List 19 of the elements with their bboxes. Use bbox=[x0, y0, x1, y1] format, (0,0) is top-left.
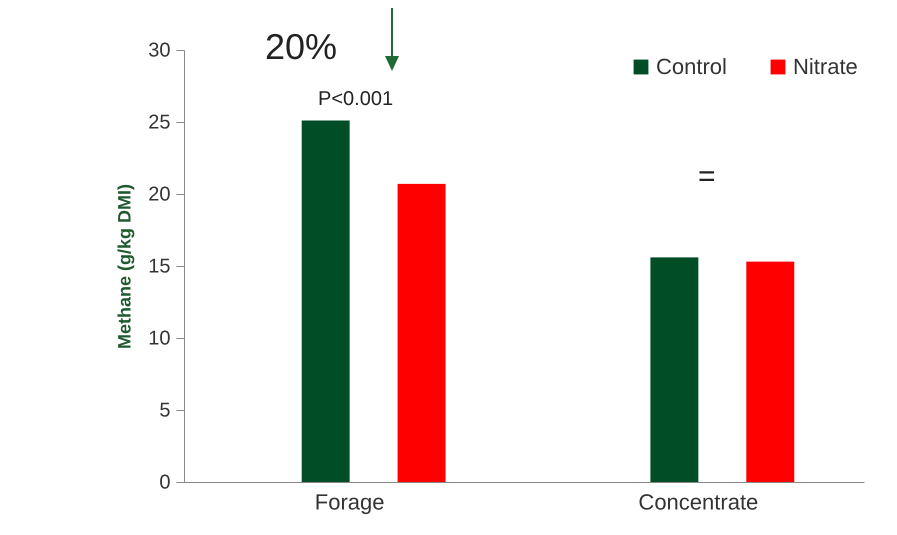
bar bbox=[746, 262, 794, 482]
y-axis-title: Methane (g/kg DMI) bbox=[114, 184, 134, 349]
annotation: = bbox=[698, 160, 716, 194]
x-tick-label: Forage bbox=[314, 490, 384, 514]
bar bbox=[650, 257, 698, 482]
y-tick-label: 10 bbox=[148, 328, 170, 350]
y-tick-label: 20 bbox=[148, 184, 170, 206]
legend-label: Nitrate bbox=[793, 54, 858, 79]
annotation: P<0.001 bbox=[318, 88, 394, 111]
y-tick-label: 30 bbox=[148, 40, 170, 62]
x-tick-label: Concentrate bbox=[638, 490, 758, 514]
legend-label: Control bbox=[656, 54, 727, 79]
y-tick-label: 0 bbox=[159, 472, 170, 494]
bar bbox=[398, 184, 446, 482]
annotation: 20% bbox=[265, 26, 338, 68]
y-tick-label: 15 bbox=[148, 256, 170, 278]
bar bbox=[302, 120, 350, 482]
y-tick-label: 5 bbox=[159, 400, 170, 422]
y-tick-label: 25 bbox=[148, 112, 170, 134]
